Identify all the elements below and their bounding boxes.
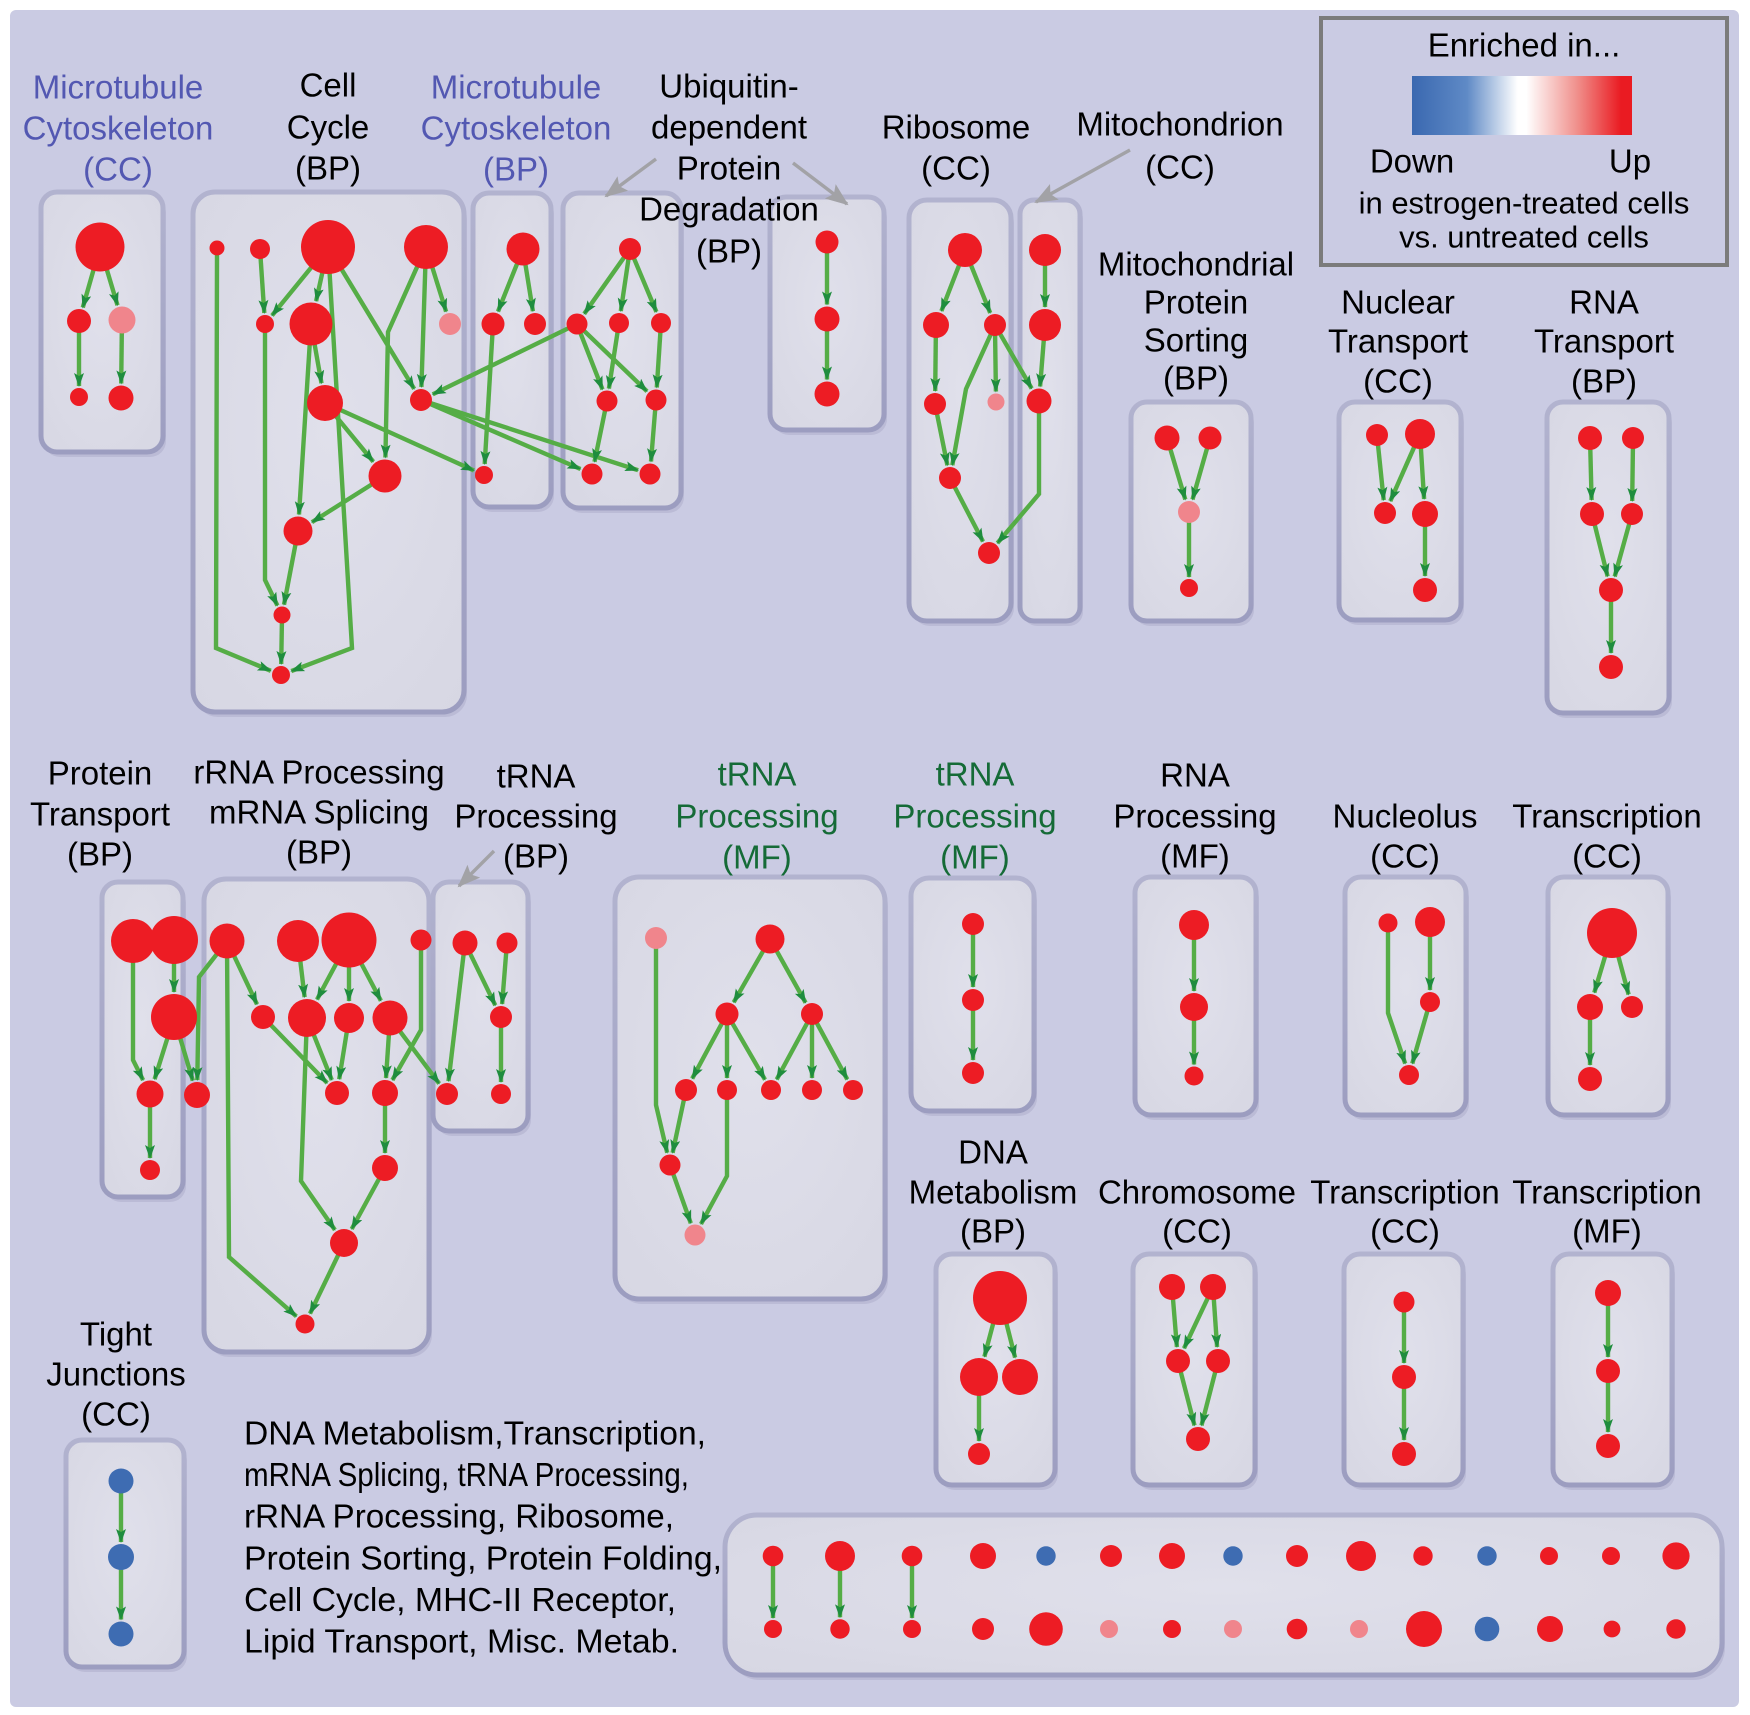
- svg-text:Transcription: Transcription: [1310, 1174, 1500, 1211]
- svg-text:(CC): (CC): [921, 150, 991, 187]
- svg-text:Protein Sorting, Protein Foldi: Protein Sorting, Protein Folding,: [244, 1539, 722, 1576]
- svg-text:DNA Metabolism,Transcription,: DNA Metabolism,Transcription,: [244, 1415, 706, 1452]
- svg-text:rRNA Processing: rRNA Processing: [193, 754, 444, 791]
- svg-text:Degradation: Degradation: [639, 191, 819, 228]
- svg-text:(MF): (MF): [1572, 1213, 1642, 1250]
- svg-text:Microtubule: Microtubule: [33, 69, 204, 106]
- svg-text:(CC): (CC): [1370, 1213, 1440, 1250]
- svg-text:Junctions: Junctions: [46, 1356, 185, 1393]
- svg-text:Ribosome: Ribosome: [882, 109, 1031, 146]
- svg-text:Down: Down: [1370, 143, 1454, 180]
- svg-text:(CC): (CC): [1363, 363, 1433, 400]
- svg-text:DNA: DNA: [958, 1134, 1028, 1171]
- svg-text:rRNA Processing, Ribosome,: rRNA Processing, Ribosome,: [244, 1498, 674, 1535]
- svg-text:(CC): (CC): [1370, 838, 1440, 875]
- svg-text:(BP): (BP): [696, 233, 762, 270]
- svg-text:(MF): (MF): [1160, 838, 1230, 875]
- svg-text:(CC): (CC): [1162, 1213, 1232, 1250]
- svg-text:RNA: RNA: [1160, 757, 1230, 794]
- svg-text:Microtubule: Microtubule: [431, 69, 602, 106]
- svg-text:Processing: Processing: [675, 798, 838, 835]
- svg-text:Transcription: Transcription: [1512, 1174, 1702, 1211]
- svg-text:Cell: Cell: [300, 67, 357, 104]
- svg-text:(BP): (BP): [960, 1213, 1026, 1250]
- svg-text:dependent: dependent: [651, 109, 807, 146]
- svg-text:vs. untreated cells: vs. untreated cells: [1399, 220, 1649, 255]
- svg-text:Lipid Transport, Misc. Metab.: Lipid Transport, Misc. Metab.: [244, 1623, 679, 1660]
- svg-text:Cell Cycle, MHC-II Receptor,: Cell Cycle, MHC-II Receptor,: [244, 1581, 676, 1618]
- svg-text:Cycle: Cycle: [287, 109, 370, 146]
- svg-text:(BP): (BP): [67, 836, 133, 873]
- svg-text:in estrogen-treated cells: in estrogen-treated cells: [1359, 186, 1690, 221]
- svg-text:(CC): (CC): [1145, 149, 1215, 186]
- svg-text:(CC): (CC): [83, 151, 153, 188]
- svg-text:tRNA: tRNA: [497, 758, 576, 795]
- svg-text:Transport: Transport: [1534, 323, 1674, 360]
- svg-text:Protein: Protein: [677, 150, 782, 187]
- svg-text:mRNA Splicing: mRNA Splicing: [209, 794, 429, 831]
- svg-text:Transcription: Transcription: [1512, 798, 1702, 835]
- svg-text:(CC): (CC): [1572, 838, 1642, 875]
- svg-text:Tight: Tight: [80, 1316, 152, 1353]
- svg-text:(BP): (BP): [483, 151, 549, 188]
- svg-text:Enriched in...: Enriched in...: [1428, 27, 1621, 64]
- svg-text:Protein: Protein: [48, 755, 153, 792]
- svg-text:Mitochondrion: Mitochondrion: [1076, 106, 1283, 143]
- svg-text:Transport: Transport: [30, 796, 170, 833]
- svg-text:Cytoskeleton: Cytoskeleton: [421, 110, 612, 147]
- svg-text:Chromosome: Chromosome: [1098, 1174, 1296, 1211]
- svg-text:Processing: Processing: [1113, 798, 1276, 835]
- svg-text:Metabolism: Metabolism: [909, 1174, 1078, 1211]
- svg-text:(CC): (CC): [81, 1396, 151, 1433]
- svg-text:(BP): (BP): [1163, 360, 1229, 397]
- svg-text:Protein: Protein: [1144, 284, 1249, 321]
- svg-text:Mitochondrial: Mitochondrial: [1098, 246, 1294, 283]
- svg-text:Cytoskeleton: Cytoskeleton: [23, 110, 214, 147]
- svg-text:tRNA: tRNA: [936, 756, 1015, 793]
- svg-text:mRNA Splicing, tRNA Processing: mRNA Splicing, tRNA Processing,: [244, 1456, 689, 1493]
- svg-text:Nuclear: Nuclear: [1341, 284, 1455, 321]
- svg-text:(BP): (BP): [286, 834, 352, 871]
- svg-text:Processing: Processing: [454, 798, 617, 835]
- svg-text:Transport: Transport: [1328, 323, 1468, 360]
- svg-text:Processing: Processing: [893, 798, 1056, 835]
- svg-text:Ubiquitin-: Ubiquitin-: [659, 68, 798, 105]
- svg-text:Sorting: Sorting: [1144, 322, 1249, 359]
- svg-text:RNA: RNA: [1569, 284, 1639, 321]
- svg-text:(BP): (BP): [295, 150, 361, 187]
- svg-text:(BP): (BP): [1571, 363, 1637, 400]
- svg-text:tRNA: tRNA: [718, 756, 797, 793]
- svg-text:Nucleolus: Nucleolus: [1333, 798, 1478, 835]
- svg-text:Up: Up: [1609, 143, 1651, 180]
- svg-text:(BP): (BP): [503, 838, 569, 875]
- svg-text:(MF): (MF): [722, 839, 792, 876]
- svg-text:(MF): (MF): [940, 839, 1010, 876]
